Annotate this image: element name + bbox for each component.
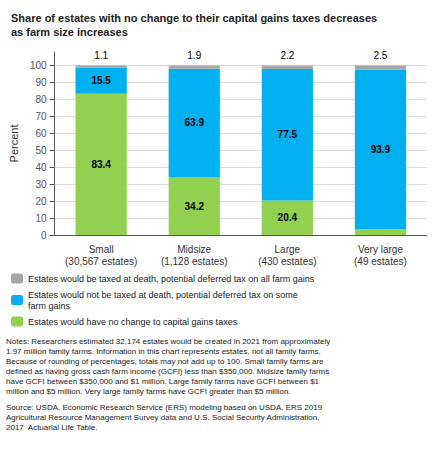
svg-text:20.4: 20.4	[278, 212, 298, 223]
svg-text:(1,128 estates): (1,128 estates)	[161, 256, 228, 267]
svg-text:15.5: 15.5	[91, 75, 111, 86]
svg-text:Midsize: Midsize	[177, 244, 211, 255]
svg-text:Percent: Percent	[8, 125, 20, 163]
svg-text:defined as having gross cash f: defined as having gross cash farm income…	[6, 367, 329, 376]
svg-text:1.9: 1.9	[187, 50, 201, 61]
svg-text:Source: USDA, Economic Researc: Source: USDA, Economic Research Service …	[6, 403, 323, 412]
svg-text:34.2: 34.2	[185, 201, 205, 212]
svg-text:Small: Small	[89, 244, 114, 255]
svg-text:Estates would not be taxed at: Estates would not be taxed at death, pot…	[28, 290, 298, 300]
svg-text:farm gains: farm gains	[28, 301, 71, 311]
svg-text:80: 80	[35, 94, 47, 105]
svg-text:2.2: 2.2	[280, 50, 294, 61]
svg-text:1.97 million family farms. Inf: 1.97 million family farms. Information i…	[6, 347, 321, 356]
svg-text:Estates would be taxed at deat: Estates would be taxed at death, potenti…	[28, 274, 315, 284]
svg-text:63.9: 63.9	[185, 117, 205, 128]
svg-text:77.5: 77.5	[278, 129, 298, 140]
svg-text:0: 0	[41, 230, 47, 241]
svg-text:Share of estates with no chang: Share of estates with no change to their…	[11, 12, 377, 24]
svg-text:Estates would have no change t: Estates would have no change to capital …	[28, 317, 238, 327]
svg-text:Because of rounding of percent: Because of rounding of percentages, tota…	[6, 357, 324, 366]
svg-text:million and $5 million. Very l: million and $5 million. Very large famil…	[6, 387, 291, 396]
svg-text:(49 estates): (49 estates)	[354, 256, 407, 267]
svg-text:50: 50	[35, 145, 47, 156]
svg-text:Very large: Very large	[358, 244, 403, 255]
svg-text:60: 60	[35, 128, 47, 139]
svg-text:Notes: Researchers estimated 3: Notes: Researchers estimated 32,174 esta…	[6, 337, 330, 346]
svg-text:1.1: 1.1	[94, 50, 108, 61]
svg-text:40: 40	[35, 162, 47, 173]
svg-text:Agricultural Resource Manageme: Agricultural Resource Management Survey …	[6, 413, 319, 422]
svg-text:2017 Actuarial Life Table.: 2017 Actuarial Life Table.	[6, 423, 97, 432]
svg-text:30: 30	[35, 179, 47, 190]
svg-text:100: 100	[30, 60, 47, 71]
svg-text:have GCFI between $350,000 and: have GCFI between $350,000 and $1 millio…	[6, 377, 320, 386]
svg-text:10: 10	[35, 213, 47, 224]
svg-text:2.5: 2.5	[373, 50, 387, 61]
svg-text:83.4: 83.4	[91, 159, 111, 170]
svg-text:20: 20	[35, 196, 47, 207]
svg-text:90: 90	[35, 77, 47, 88]
svg-text:70: 70	[35, 111, 47, 122]
svg-text:as farm size increases: as farm size increases	[11, 26, 128, 38]
svg-text:93.9: 93.9	[371, 144, 391, 155]
svg-text:Large: Large	[275, 244, 301, 255]
svg-text:(30,567 estates): (30,567 estates)	[65, 256, 137, 267]
svg-text:(430 estates): (430 estates)	[258, 256, 316, 267]
